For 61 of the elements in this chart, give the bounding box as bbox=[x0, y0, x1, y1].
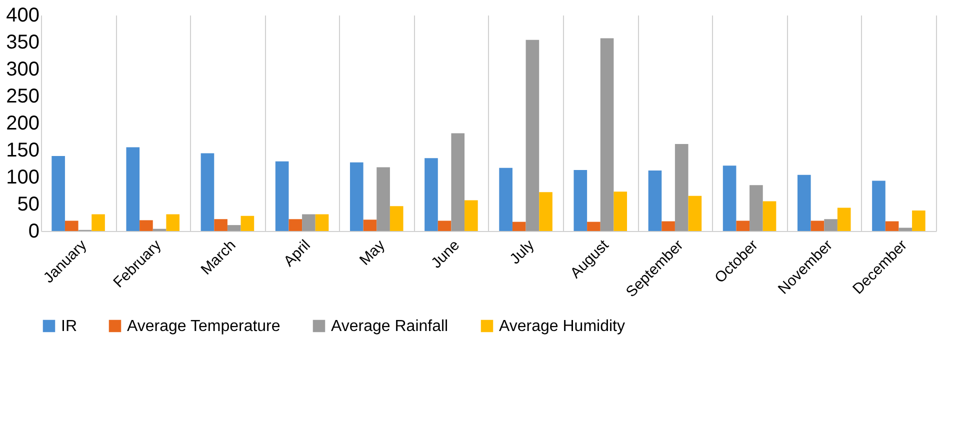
bar bbox=[424, 158, 438, 231]
bar bbox=[762, 201, 776, 231]
bar bbox=[140, 220, 153, 231]
bar bbox=[288, 219, 302, 231]
bar bbox=[363, 220, 377, 231]
bar bbox=[302, 214, 316, 231]
y-tick-label: 250 bbox=[6, 86, 40, 108]
y-tick-label: 300 bbox=[6, 58, 40, 80]
x-tick-label: May bbox=[356, 236, 389, 269]
bar bbox=[214, 219, 228, 231]
bar bbox=[390, 206, 404, 231]
bar bbox=[166, 214, 180, 231]
bar bbox=[722, 166, 736, 231]
legend-label: Average Humidity bbox=[499, 318, 625, 335]
legend-label: IR bbox=[61, 318, 77, 335]
bar bbox=[824, 219, 838, 231]
y-tick-label: 400 bbox=[6, 4, 40, 26]
bar bbox=[438, 220, 452, 231]
legend-label: Average Temperature bbox=[127, 318, 280, 335]
bar bbox=[898, 228, 912, 231]
bar bbox=[64, 220, 78, 231]
y-tick-label: 50 bbox=[17, 194, 40, 216]
bar bbox=[750, 185, 763, 231]
bar bbox=[662, 221, 675, 231]
bar bbox=[126, 147, 140, 231]
bar bbox=[275, 161, 289, 231]
bar bbox=[872, 180, 886, 231]
bar bbox=[912, 210, 926, 231]
bar bbox=[92, 214, 105, 231]
bar bbox=[464, 200, 478, 231]
bar bbox=[674, 144, 688, 231]
bar bbox=[837, 208, 851, 231]
bar bbox=[227, 225, 241, 231]
bar bbox=[499, 168, 512, 231]
y-tick-label: 150 bbox=[6, 140, 40, 162]
legend-label: Average Rainfall bbox=[331, 318, 448, 335]
bar bbox=[688, 196, 702, 231]
bar bbox=[810, 220, 824, 231]
bar bbox=[539, 192, 552, 231]
bar bbox=[574, 170, 588, 231]
bar bbox=[240, 216, 254, 231]
bar bbox=[797, 174, 811, 231]
bar bbox=[350, 162, 364, 231]
y-tick-label: 350 bbox=[6, 32, 40, 54]
bar bbox=[526, 40, 540, 231]
x-tick-label: July bbox=[506, 236, 538, 268]
y-tick-label: 100 bbox=[6, 166, 40, 188]
bar bbox=[600, 38, 614, 231]
y-tick-label: 0 bbox=[28, 220, 40, 242]
bar bbox=[52, 156, 65, 231]
bar bbox=[648, 170, 662, 231]
bar bbox=[736, 220, 750, 231]
bar bbox=[315, 214, 329, 231]
bar bbox=[885, 221, 899, 231]
bar bbox=[587, 222, 600, 231]
bar bbox=[614, 192, 628, 231]
bar bbox=[200, 153, 214, 231]
bar bbox=[451, 133, 465, 231]
bar bbox=[376, 167, 390, 231]
bar bbox=[512, 222, 526, 231]
y-tick-label: 200 bbox=[6, 112, 40, 134]
